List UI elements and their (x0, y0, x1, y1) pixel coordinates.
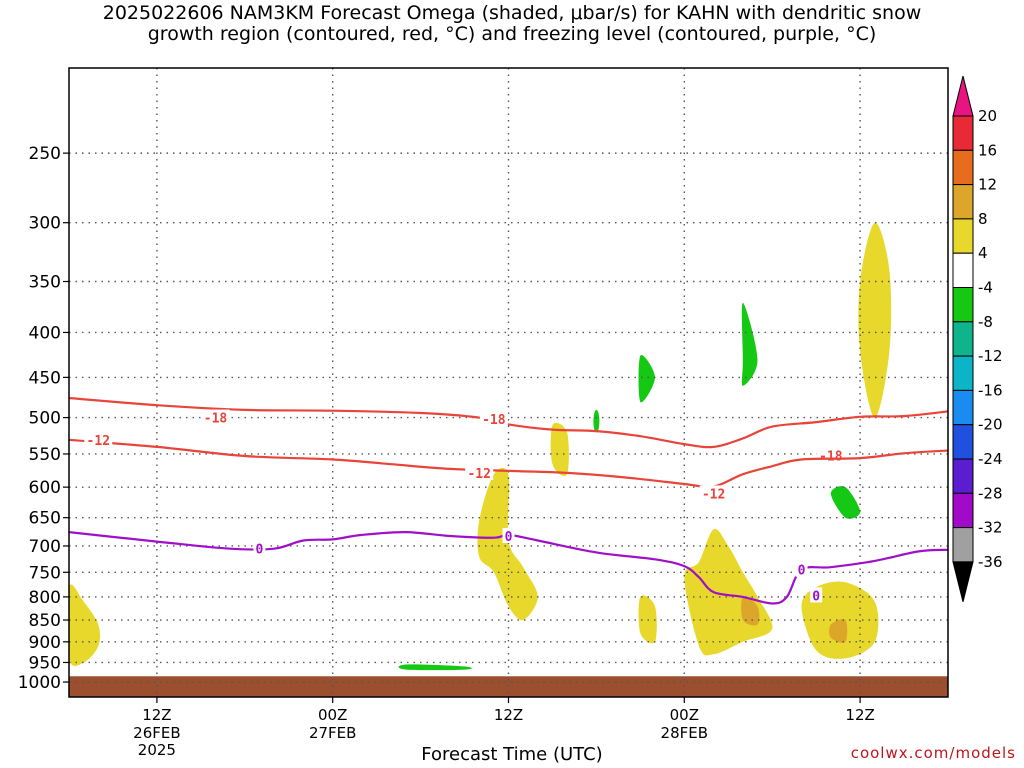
contour-label: -18 (819, 449, 843, 464)
contour-label-bg (479, 411, 508, 427)
colorbar-swatch (952, 149, 974, 186)
contour-label-bg (810, 587, 823, 603)
colorbar-swatch (952, 115, 974, 151)
x-tick-sublabel: 26FEB (133, 724, 180, 742)
y-tick-label: 850 (29, 611, 61, 631)
contour-label: 0 (256, 543, 264, 558)
x-axis-title: Forecast Time (UTC) (421, 744, 603, 765)
colorbar-label: -4 (978, 279, 993, 297)
contour-label: -12 (467, 467, 490, 482)
contour-line (69, 438, 948, 489)
y-tick-label: 300 (29, 214, 61, 234)
x-tick-label: 12Z (494, 706, 523, 724)
omega-region (69, 584, 101, 666)
y-tick-label: 650 (29, 509, 61, 529)
omega-region (684, 528, 773, 656)
omega-region (829, 619, 848, 643)
omega-region (477, 467, 538, 621)
y-tick-label: 400 (29, 323, 61, 343)
y-tick-label: 600 (29, 478, 61, 498)
colorbar-swatch (952, 252, 974, 288)
contour-line (69, 396, 948, 449)
omega-region (638, 355, 655, 403)
colorbar-label: -12 (978, 347, 1003, 365)
colorbar-swatch (952, 389, 974, 426)
chart-title-line1: 2025022606 NAM3KM Forecast Omega (shaded… (102, 2, 922, 24)
contour-label-bg (699, 485, 728, 501)
x-tick-label: 00Z (318, 706, 347, 724)
omega-shading (69, 222, 892, 671)
chart-title-line2: growth region (contoured, red, °C) and f… (147, 23, 877, 45)
contour-label-bg (465, 464, 494, 480)
y-tick-label: 1000 (18, 673, 61, 693)
omega-region (593, 409, 600, 433)
colorbar-label: -32 (978, 519, 1003, 537)
x-tick-sublabel: 28FEB (661, 724, 708, 742)
contour-label: -12 (702, 487, 725, 502)
colorbar-swatch (952, 321, 974, 357)
colorbar-top-arrow (952, 75, 974, 117)
colorbar-label: -24 (978, 450, 1003, 468)
x-tick-label: 12Z (142, 706, 171, 724)
y-axis-ticks: 2503003504004505005506006507007508008509… (18, 144, 69, 693)
y-tick-label: 700 (29, 537, 61, 557)
contour-label-bg (201, 409, 230, 425)
contour-label-bg (795, 561, 808, 577)
contour-label: 0 (798, 564, 806, 579)
colorbar-swatch (952, 492, 974, 529)
colorbar-swatch (952, 527, 974, 563)
x-tick-sublabel: 2025 (138, 741, 176, 759)
x-tick-sublabel: 27FEB (309, 724, 356, 742)
y-tick-label: 500 (29, 409, 61, 429)
contour-label: -18 (482, 413, 506, 428)
colorbar-swatch (952, 424, 974, 460)
contour-label: -12 (87, 434, 110, 449)
colorbar-label: -8 (978, 313, 993, 331)
colorbar-swatch (952, 458, 974, 494)
contour-label: 0 (812, 589, 820, 604)
contour-label-bg (502, 528, 515, 544)
x-tick-label: 12Z (845, 706, 874, 724)
y-tick-label: 750 (29, 563, 61, 583)
colorbar-label: 8 (978, 210, 988, 228)
colorbar-label: 12 (978, 176, 997, 194)
colorbar-label: -36 (978, 553, 1003, 571)
credit-link[interactable]: coolwx.com/models (850, 744, 1016, 762)
x-tick-label: 00Z (670, 706, 699, 724)
colorbar-label: -28 (978, 484, 1003, 502)
omega-region (550, 422, 569, 477)
omega-region (741, 596, 760, 626)
y-tick-label: 450 (29, 368, 61, 388)
y-tick-label: 250 (29, 144, 61, 164)
omega-region (741, 302, 758, 386)
contour-label-bg (253, 540, 266, 556)
colorbar-label: -16 (978, 381, 1003, 399)
grid-lines (69, 68, 948, 697)
omega-region (858, 222, 892, 418)
colorbar-swatch (952, 287, 974, 323)
y-tick-label: 550 (29, 445, 61, 465)
colorbar-label: 20 (978, 107, 997, 125)
contour-label-bg (84, 431, 113, 447)
y-tick-label: 350 (29, 273, 61, 293)
colorbar-label: 16 (978, 141, 997, 159)
omega-region (830, 486, 861, 519)
colorbar-label: -20 (978, 416, 1003, 434)
contour-label: -18 (204, 412, 228, 427)
omega-region (398, 664, 472, 671)
colorbar-swatch (952, 184, 974, 220)
colorbar-swatch (952, 218, 974, 254)
colorbar-swatch (952, 355, 974, 391)
contour-label: 0 (505, 530, 513, 545)
colorbar: 20 16 12 8 4 -4 -8 -12 -16 -20 -24 -28 -32 -36 (952, 75, 1003, 603)
y-tick-label: 800 (29, 588, 61, 608)
y-tick-label: 900 (29, 633, 61, 653)
colorbar-bottom-arrow (952, 561, 974, 603)
colorbar-label: 4 (978, 244, 988, 262)
y-tick-label: 950 (29, 653, 61, 673)
